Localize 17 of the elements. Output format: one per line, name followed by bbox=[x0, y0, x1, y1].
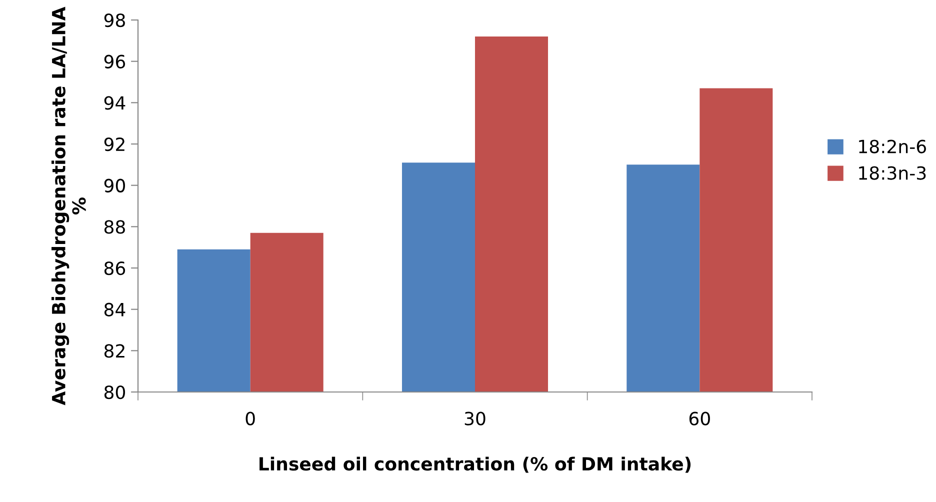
y-tick-label: 90 bbox=[104, 178, 125, 192]
y-tick-label: 88 bbox=[104, 220, 125, 234]
y-tick-label: 98 bbox=[104, 13, 125, 28]
y-axis-title: Average Biohydrogenation rate LA/LNA % bbox=[51, 6, 86, 406]
y-tick-label: 92 bbox=[104, 137, 124, 152]
x-axis-title: Linseed oil concentration (% of DM intake) bbox=[260, 456, 691, 473]
y-tick-label: 84 bbox=[104, 302, 126, 316]
y-tick-label: 82 bbox=[104, 344, 124, 358]
x-tick-label: 0 bbox=[246, 412, 255, 426]
y-tick-label: 94 bbox=[104, 96, 126, 110]
y-tick-label: 80 bbox=[104, 385, 125, 400]
y-tick-label: 96 bbox=[104, 54, 126, 68]
y-tick-label: 86 bbox=[104, 261, 126, 276]
x-tick-label: 30 bbox=[464, 412, 486, 426]
legend-label: 18:3n-3 bbox=[859, 166, 926, 180]
legend-label: 18:2n-6 bbox=[859, 140, 926, 154]
x-tick-label: 60 bbox=[689, 412, 710, 426]
